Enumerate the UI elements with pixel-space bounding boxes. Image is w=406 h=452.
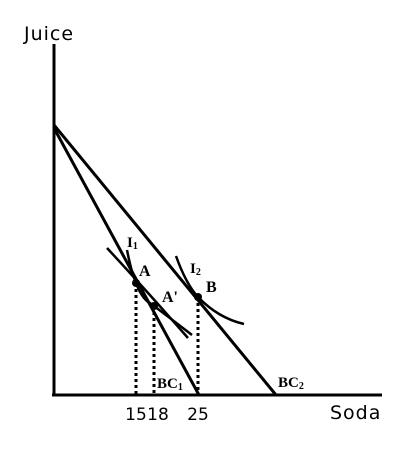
- point-a-prime-label: A': [162, 289, 178, 306]
- indifference-curve-i1-label: I1: [127, 235, 138, 252]
- budget-line-bc2: [52, 124, 278, 396]
- budget-line-bc1: [52, 127, 201, 396]
- indifference-curve-tangent-a: [106, 247, 189, 339]
- tick-label-15: 15: [125, 405, 147, 425]
- budget-line-bc2-label: BC2: [278, 375, 304, 392]
- point-a-label: A: [139, 263, 151, 280]
- y-axis-title: Juice: [23, 23, 74, 45]
- indifference-curve-i2-label: I2: [190, 261, 201, 278]
- point-b-label: B: [206, 279, 217, 296]
- point-a-prime-marker: [150, 302, 158, 310]
- point-b-marker: [194, 293, 202, 301]
- x-axis-title: Soda: [330, 402, 381, 424]
- tick-label-25: 25: [187, 405, 209, 425]
- tick-label-18: 18: [147, 405, 169, 425]
- point-a-marker: [132, 279, 140, 287]
- indifference-curve-i1: [125, 249, 193, 336]
- budget-line-bc1-label: BC1: [157, 376, 183, 393]
